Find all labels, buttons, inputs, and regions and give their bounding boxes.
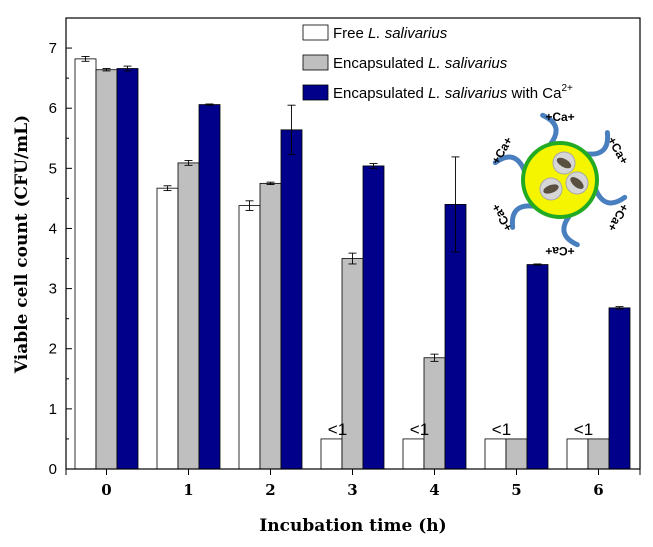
bar-s0-c2 — [238, 205, 261, 470]
x-tick-label: 1 — [183, 481, 193, 499]
y-tick-label: 4 — [49, 220, 57, 237]
error-bar-s1-c1 — [184, 160, 193, 166]
legend: Free L. salivarius Encapsulated L. saliva… — [302, 24, 573, 102]
capsule-inset-diagram: +Ca++Ca++Ca++Ca++Ca++Ca+ — [489, 110, 632, 258]
y-tick-label: 0 — [49, 461, 57, 478]
error-bar-s2-c0 — [123, 65, 132, 72]
x-tick-label: 3 — [347, 481, 357, 499]
bar-s0-c0 — [74, 58, 97, 470]
x-tick-label: 6 — [593, 481, 603, 499]
bar-s2-c1 — [198, 104, 221, 470]
error-bar-s1-c0 — [102, 68, 111, 72]
y-axis: 0 1 2 3 4 5 6 7 — [49, 40, 72, 478]
bar-s1-c4 — [423, 357, 446, 470]
x-tick-label: 2 — [265, 481, 275, 499]
bar-s1-c1 — [177, 162, 200, 470]
y-tick-label: 1 — [49, 401, 57, 418]
error-bar-s1-c3 — [348, 252, 357, 265]
x-axis-label: Incubation time (h) — [259, 516, 446, 536]
y-axis-label: Viable cell count (CFU/mL) — [12, 115, 32, 374]
legend-swatch-2 — [302, 84, 329, 101]
legend-entry-1: Encapsulated L. salivarius — [333, 55, 508, 72]
y-tick-label: 6 — [49, 100, 57, 117]
error-bar-s0-c0 — [81, 56, 90, 62]
calcium-ion-label: +Ca+ — [489, 134, 516, 166]
bar-s0-c4 — [402, 438, 425, 470]
x-axis: 0 1 2 3 4 5 6 — [65, 469, 641, 499]
bar-s1-c0 — [95, 69, 118, 470]
bar-s2-c3 — [362, 165, 385, 470]
bar-s2-c2 — [280, 129, 303, 470]
legend-swatch-1 — [302, 54, 329, 71]
bar-s0-c5 — [484, 438, 507, 470]
calcium-ion-label: +Ca+ — [545, 110, 574, 124]
calcium-ion-label: +Ca+ — [605, 201, 632, 233]
y-tick-label: 5 — [49, 160, 57, 177]
bar-s0-c6 — [566, 438, 589, 470]
error-bar-s0-c1 — [163, 185, 172, 192]
bar-s1-c2 — [259, 182, 282, 470]
error-bar-s2-c2 — [287, 104, 296, 155]
bacterium-cell — [539, 177, 563, 201]
bar-s2-c5 — [526, 264, 549, 470]
alginate-strands — [492, 112, 628, 248]
annotation-less-than-one: <1 — [328, 420, 347, 439]
calcium-ion-label: +Ca+ — [605, 134, 632, 166]
bacterium-cell — [552, 151, 576, 175]
annotation-less-than-one: <1 — [410, 420, 429, 439]
error-bar-s2-c1 — [205, 103, 214, 106]
bar-s1-c6 — [587, 438, 610, 470]
error-bar-s2-c4 — [451, 156, 460, 253]
x-tick-label: 5 — [511, 481, 521, 499]
error-bar-s2-c6 — [615, 306, 624, 310]
legend-entry-0: Free L. salivarius — [333, 25, 448, 42]
capsule-core — [521, 141, 599, 219]
x-tick-label: 4 — [429, 481, 439, 499]
annotation-less-than-one: <1 — [574, 420, 593, 439]
bar-s2-c0 — [116, 68, 139, 470]
calcium-ion-label: +Ca+ — [545, 244, 574, 258]
error-bar-s2-c3 — [369, 163, 378, 169]
bar-s2-c6 — [608, 307, 631, 470]
error-bar-s1-c4 — [430, 353, 439, 362]
y-tick-label: 2 — [49, 341, 57, 358]
annotation-less-than-one: <1 — [492, 420, 511, 439]
bars-layer — [74, 56, 631, 470]
legend-swatch-0 — [302, 24, 329, 41]
y-tick-label: 3 — [49, 281, 57, 298]
y-tick-label: 7 — [49, 40, 57, 57]
bar-s0-c3 — [320, 438, 343, 470]
bacterium-cell — [565, 171, 589, 195]
annotation-layer: <1 <1 <1 <1 — [328, 420, 593, 439]
bar-s1-c5 — [505, 438, 528, 470]
bar-s0-c1 — [156, 187, 179, 470]
error-bar-s0-c2 — [245, 200, 254, 211]
legend-entry-2: Encapsulated L. salivarius with Ca2+ — [333, 83, 573, 102]
error-bar-s1-c2 — [266, 181, 275, 186]
error-bar-s2-c5 — [533, 263, 542, 266]
x-tick-label: 0 — [101, 481, 111, 499]
